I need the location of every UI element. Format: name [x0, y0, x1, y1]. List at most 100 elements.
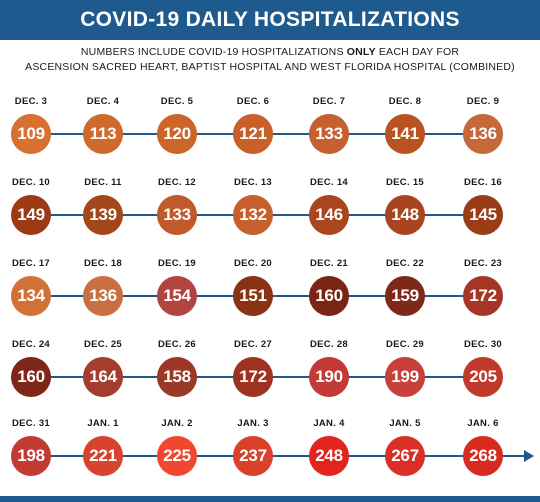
- day-date: DEC. 19: [157, 258, 196, 269]
- header-banner: COVID-19 DAILY HOSPITALIZATIONS: [0, 0, 540, 40]
- subtitle-emphasis: ONLY: [346, 46, 376, 58]
- count-circle: 164: [83, 357, 123, 397]
- count-circle: 237: [233, 436, 273, 476]
- hospitalization-count: 151: [239, 286, 267, 305]
- day-date: DEC. 4: [86, 96, 120, 107]
- day-date: DEC. 10: [11, 177, 50, 188]
- count-circle: 172: [463, 276, 503, 316]
- hospitalization-count: 160: [17, 367, 45, 386]
- day-date: DEC. 11: [84, 177, 122, 188]
- day-date: DEC. 18: [83, 258, 122, 269]
- hospitalization-count: 121: [239, 124, 267, 143]
- hospitalization-count: 141: [391, 124, 419, 143]
- day-cell: DEC. 10 149: [0, 177, 66, 257]
- day-date: DEC. 21: [309, 258, 348, 269]
- count-circle: 205: [463, 357, 503, 397]
- day-date: DEC. 5: [160, 96, 194, 107]
- count-circle: 198: [11, 436, 51, 476]
- hospitalization-count: 199: [391, 367, 419, 386]
- hospitalization-count: 134: [17, 286, 45, 305]
- day-date: DEC. 3: [14, 96, 48, 107]
- timeline-row: DEC. 10 149 DEC. 11 139 DEC. 12 133 DEC. 13 132…: [0, 177, 540, 257]
- day-date: JAN. 6: [467, 418, 499, 429]
- hospitalization-count: 205: [469, 367, 497, 386]
- day-date: DEC. 17: [11, 258, 50, 269]
- day-cell: JAN. 3 237: [218, 418, 288, 498]
- hospitalization-count: 268: [469, 446, 497, 465]
- day-cell: DEC. 6 121: [218, 96, 288, 176]
- day-cell: DEC. 16 145: [448, 177, 518, 257]
- hospitalization-count: 113: [89, 124, 117, 143]
- day-cell: DEC. 7 133: [294, 96, 364, 176]
- count-circle: 145: [463, 195, 503, 235]
- day-cell: DEC. 24 160: [0, 339, 66, 419]
- day-cell: DEC. 20 151: [218, 258, 288, 338]
- count-circle: 149: [11, 195, 51, 235]
- day-cell: DEC. 13 132: [218, 177, 288, 257]
- count-circle: 141: [385, 114, 425, 154]
- hospitalization-count: 132: [239, 205, 267, 224]
- day-cell: DEC. 17 134: [0, 258, 66, 338]
- day-cell: DEC. 5 120: [142, 96, 212, 176]
- day-cell: DEC. 21 160: [294, 258, 364, 338]
- count-circle: 267: [385, 436, 425, 476]
- hospitalization-count: 109: [17, 124, 45, 143]
- day-cell: DEC. 3 109: [0, 96, 66, 176]
- hospitalization-count: 225: [163, 446, 191, 465]
- hospitalization-count: 145: [469, 205, 497, 224]
- hospitalization-count: 172: [239, 367, 267, 386]
- day-date: JAN. 2: [161, 418, 193, 429]
- hospitalization-count: 139: [89, 205, 117, 224]
- hospitalization-count: 133: [163, 205, 191, 224]
- day-date: DEC. 28: [309, 339, 348, 350]
- subtitle-text-b: EACH DAY FOR: [375, 46, 460, 58]
- hospitalization-count: 158: [163, 367, 191, 386]
- timeline-row: DEC. 24 160 DEC. 25 164 DEC. 26 158 DEC. 27 172…: [0, 339, 540, 419]
- day-date: DEC. 20: [233, 258, 272, 269]
- hospitalization-count: 159: [391, 286, 419, 305]
- count-circle: 190: [309, 357, 349, 397]
- day-date: DEC. 27: [233, 339, 272, 350]
- count-circle: 146: [309, 195, 349, 235]
- hospitalization-count: 148: [391, 205, 419, 224]
- day-cell: DEC. 8 141: [370, 96, 440, 176]
- page-title: COVID-19 DAILY HOSPITALIZATIONS: [80, 8, 460, 31]
- day-date: DEC. 9: [466, 96, 500, 107]
- timeline-row: DEC. 31 198 JAN. 1 221 JAN. 2 225 JAN. 3 237 JAN…: [0, 418, 540, 498]
- count-circle: 139: [83, 195, 123, 235]
- count-circle: 268: [463, 436, 503, 476]
- count-circle: 160: [309, 276, 349, 316]
- day-cell: DEC. 14 146: [294, 177, 364, 257]
- count-circle: 221: [83, 436, 123, 476]
- hospitalization-count: 146: [315, 205, 343, 224]
- count-circle: 136: [83, 276, 123, 316]
- hospitalization-count: 237: [239, 446, 267, 465]
- count-circle: 199: [385, 357, 425, 397]
- day-cell: DEC. 25 164: [68, 339, 138, 419]
- hospitalization-count: 164: [89, 367, 117, 386]
- day-cell: DEC. 28 190: [294, 339, 364, 419]
- day-date: DEC. 31: [11, 418, 50, 429]
- day-cell: DEC. 9 136: [448, 96, 518, 176]
- hospitalization-count: 267: [391, 446, 419, 465]
- footer-bar: [0, 496, 540, 502]
- day-cell: DEC. 4 113: [68, 96, 138, 176]
- day-date: JAN. 5: [389, 418, 421, 429]
- count-circle: 225: [157, 436, 197, 476]
- count-circle: 120: [157, 114, 197, 154]
- count-circle: 160: [11, 357, 51, 397]
- timeline-row: DEC. 3 109 DEC. 4 113 DEC. 5 120 DEC. 6 121 DEC.…: [0, 96, 540, 176]
- day-cell: DEC. 30 205: [448, 339, 518, 419]
- count-circle: 154: [157, 276, 197, 316]
- day-date: DEC. 8: [388, 96, 422, 107]
- count-circle: 151: [233, 276, 273, 316]
- day-date: DEC. 12: [157, 177, 196, 188]
- day-date: DEC. 23: [463, 258, 502, 269]
- hospitalization-count: 154: [163, 286, 191, 305]
- day-date: DEC. 6: [236, 96, 270, 107]
- day-date: JAN. 1: [87, 418, 119, 429]
- day-date: DEC. 30: [463, 339, 502, 350]
- hospitalization-count: 120: [163, 124, 191, 143]
- count-circle: 172: [233, 357, 273, 397]
